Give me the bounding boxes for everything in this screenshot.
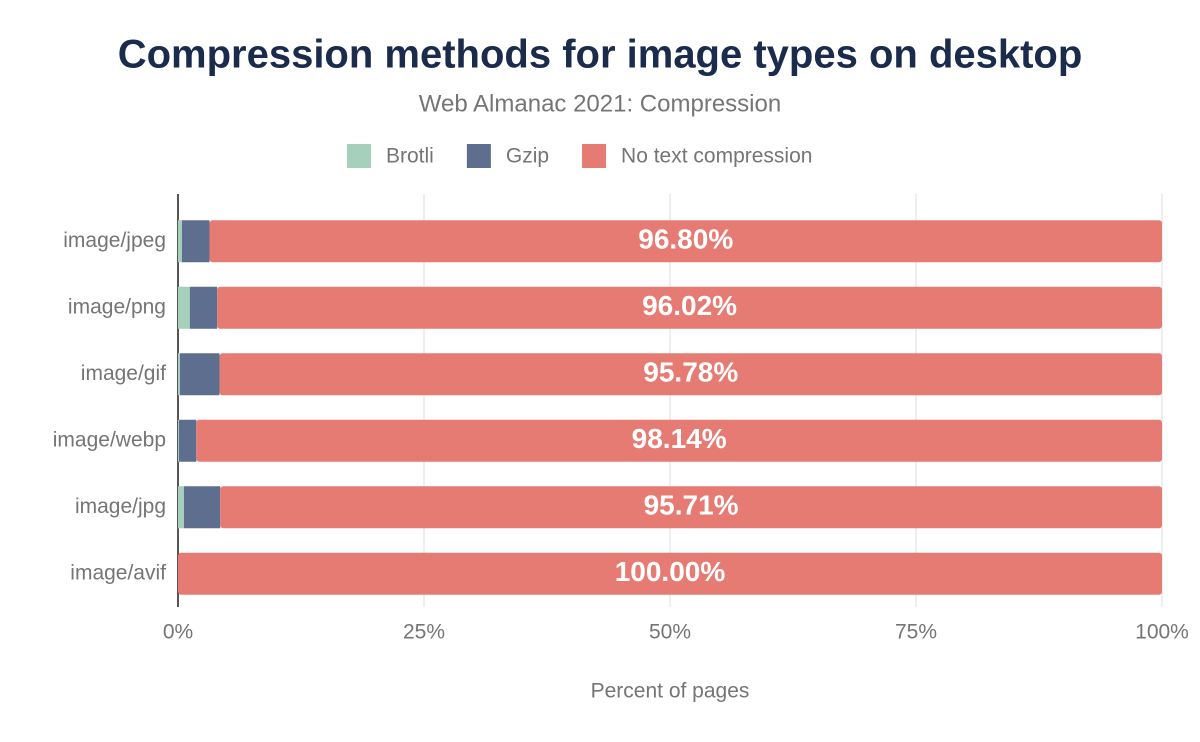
data-label: 96.02% — [642, 290, 737, 321]
bar-segment — [178, 419, 197, 462]
x-tick-label: 0% — [163, 621, 193, 644]
y-tick-label: image/avif — [70, 561, 166, 584]
bar-segment — [217, 286, 1162, 329]
bar-segment — [179, 353, 220, 396]
bar-segment — [178, 220, 182, 263]
x-tick-label: 50% — [649, 621, 691, 644]
data-label: 98.14% — [632, 423, 727, 454]
legend-label: Brotli — [386, 145, 434, 168]
bar-segment — [189, 286, 218, 329]
chart-subtitle: Web Almanac 2021: Compression — [419, 90, 781, 117]
bar-segment — [178, 486, 184, 529]
y-tick-label: image/webp — [53, 428, 166, 451]
legend-swatch — [582, 144, 607, 168]
data-label: 100.00% — [615, 556, 726, 587]
x-tick-label: 75% — [895, 621, 937, 644]
data-label: 95.71% — [644, 490, 739, 521]
bar-segment — [178, 552, 1162, 595]
chart-title: Compression methods for image types on d… — [118, 33, 1083, 77]
y-tick-label: image/gif — [81, 362, 166, 385]
legend-label: No text compression — [621, 145, 812, 168]
legend-label: Gzip — [506, 145, 549, 168]
y-tick-label: image/png — [68, 295, 166, 318]
data-label: 95.78% — [643, 357, 738, 388]
y-tick-label: image/jpg — [75, 495, 166, 518]
bar-segment — [219, 353, 1163, 396]
legend-swatch — [347, 144, 371, 168]
bar-segment — [178, 286, 190, 329]
data-label: 96.80% — [638, 224, 733, 255]
bar-segment — [196, 419, 1163, 462]
bar-segment — [178, 419, 179, 462]
x-tick-label: 100% — [1135, 621, 1189, 644]
bar-segment — [183, 486, 221, 529]
bar-segment — [209, 220, 1162, 263]
bar-segment — [181, 220, 210, 263]
legend-swatch — [466, 144, 491, 168]
x-tick-label: 25% — [403, 621, 445, 644]
bar-segment — [220, 486, 1162, 529]
x-axis-title: Percent of pages — [591, 680, 750, 703]
y-tick-label: image/jpeg — [63, 229, 166, 252]
bar-segment — [178, 353, 180, 396]
